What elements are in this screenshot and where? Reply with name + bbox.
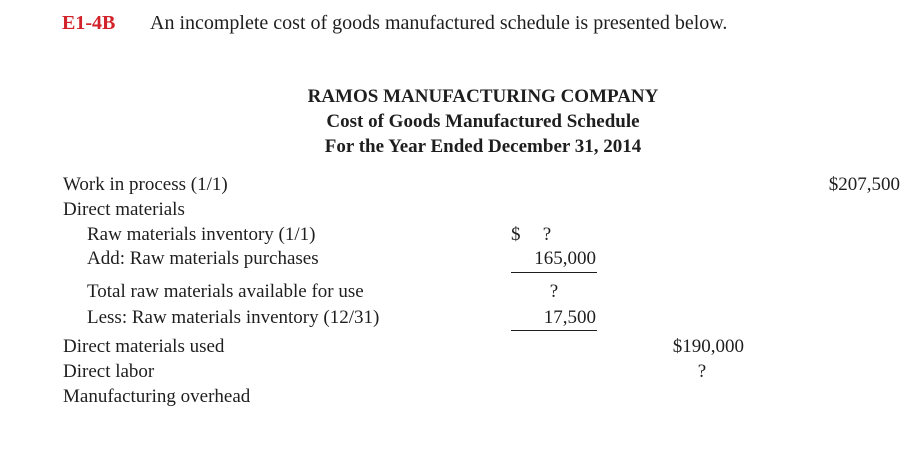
rm-begin-dollar: $ <box>511 224 521 245</box>
rm-begin-label: Raw materials inventory (1/1) <box>87 224 316 245</box>
dm-used-label: Direct materials used <box>63 336 225 357</box>
exercise-instruction: An incomplete cost of goods manufactured… <box>150 12 728 34</box>
dm-used-amount: $190,000 <box>672 336 744 357</box>
purchases-amount: 165,000 <box>534 248 596 269</box>
exercise-code: E1-4B <box>62 12 116 34</box>
total-available-amount: ? <box>549 281 559 302</box>
purchases-underline <box>511 272 597 273</box>
direct-materials-label: Direct materials <box>63 199 185 220</box>
wip-label: Work in process (1/1) <box>63 174 228 195</box>
total-available-label: Total raw materials available for use <box>87 281 364 302</box>
rm-begin-amount: ? <box>542 224 552 245</box>
manufacturing-overhead-label: Manufacturing overhead <box>63 386 251 407</box>
rm-end-underline <box>511 330 597 331</box>
schedule-title: Cost of Goods Manufactured Schedule <box>326 111 640 132</box>
company-name: RAMOS MANUFACTURING COMPANY <box>307 86 659 107</box>
schedule-period: For the Year Ended December 31, 2014 <box>324 136 642 157</box>
purchases-label: Add: Raw materials purchases <box>87 248 319 269</box>
direct-labor-label: Direct labor <box>63 361 155 382</box>
rm-end-label: Less: Raw materials inventory (12/31) <box>87 307 380 328</box>
direct-labor-amount: ? <box>697 361 707 382</box>
wip-amount: $207,500 <box>828 174 900 195</box>
rm-end-amount: 17,500 <box>543 307 596 328</box>
